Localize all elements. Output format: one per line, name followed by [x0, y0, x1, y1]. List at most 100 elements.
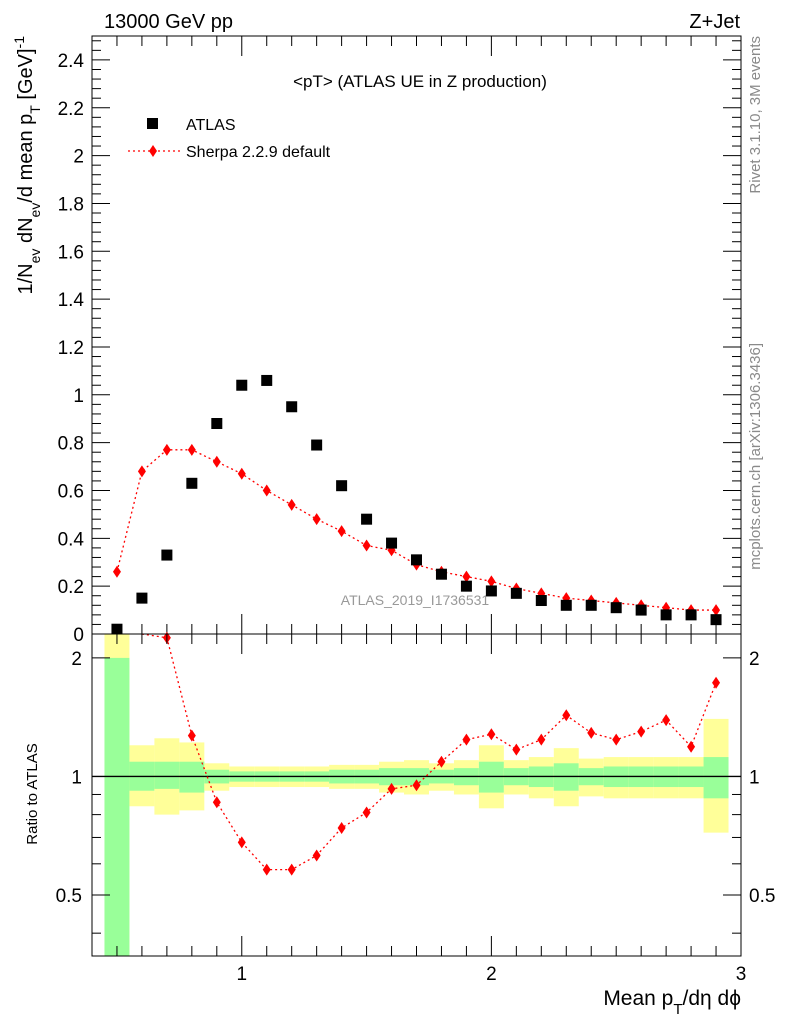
ratio-sherpa-point: [462, 733, 471, 746]
xtick-label: 2: [486, 964, 497, 985]
rivet-label: Rivet 3.1.10, 3M events: [747, 36, 764, 194]
ratio-sherpa-point: [437, 755, 446, 768]
ratio-sherpa-point: [612, 733, 621, 746]
mcplots-label: mcplots.cern.ch [arXiv:1306.3436]: [747, 343, 764, 570]
atlas-point: [386, 537, 398, 549]
ratio-sherpa-point: [562, 709, 571, 722]
main-ytick-label: 0.8: [58, 434, 84, 455]
ratio-panel: 0.5 0.5 1 1 2 2 1 2 3 Ratio to ATLAS Mean pT/dη …: [24, 631, 775, 1018]
ratio-ytick-label-right: 2: [749, 649, 760, 670]
ratio-sherpa-point: [337, 821, 346, 834]
ratio-sherpa-point: [287, 863, 296, 876]
atlas-point: [336, 480, 348, 492]
x-axis-title: Mean pT/dη dϕ: [603, 987, 741, 1018]
ratio-band-inner: [104, 657, 130, 956]
atlas-point: [236, 379, 248, 391]
main-ytick-label: 1.4: [58, 290, 85, 311]
atlas-point: [435, 568, 447, 580]
sherpa-point: [312, 513, 321, 526]
atlas-point: [510, 587, 522, 599]
atlas-point: [585, 599, 597, 611]
atlas-point: [485, 585, 497, 597]
ratio-sherpa-point: [362, 806, 371, 819]
sherpa-point: [462, 570, 471, 583]
ratio-ytick-label: 1: [71, 767, 82, 788]
atlas-point: [635, 604, 647, 616]
sherpa-point: [487, 575, 496, 588]
analysis-watermark: ATLAS_2019_I1736531: [341, 592, 490, 608]
main-ytick-label: 0: [73, 625, 84, 646]
ratio-sherpa-point: [312, 849, 321, 862]
main-ytick-label: 2: [73, 147, 84, 168]
legend-sherpa-marker: [149, 145, 157, 157]
sherpa-point: [137, 465, 146, 478]
atlas-point: [535, 595, 547, 607]
ratio-sherpa-point: [187, 729, 196, 742]
main-ytick-label: 0.6: [58, 481, 84, 502]
process-label: Z+Jet: [689, 11, 740, 33]
ratio-sherpa-point: [237, 836, 246, 849]
sherpa-point: [112, 565, 121, 578]
atlas-point: [560, 599, 572, 611]
main-ytick-label: 1.8: [58, 194, 84, 215]
main-ytick-label: 1.6: [58, 242, 84, 263]
ratio-sherpa-point: [662, 714, 671, 727]
atlas-point: [660, 609, 672, 621]
atlas-point: [186, 477, 198, 489]
main-ytick-label: 1: [73, 386, 84, 407]
ratio-band-inner: [154, 761, 180, 789]
sherpa-point: [237, 467, 246, 480]
ratio-ytick-label: 2: [71, 649, 82, 670]
ratio-y-axis-title: Ratio to ATLAS: [24, 743, 41, 844]
sherpa-point: [337, 525, 346, 538]
ratio-sherpa-point: [412, 779, 421, 792]
atlas-point: [136, 592, 148, 604]
sherpa-point: [162, 443, 171, 456]
sherpa-line: [116, 449, 717, 611]
ratio-sherpa-point: [212, 796, 221, 809]
ratio-sherpa-point: [587, 726, 596, 739]
ratio-sherpa-point: [262, 863, 271, 876]
ratio-band-inner: [703, 757, 729, 799]
atlas-point: [286, 401, 298, 413]
ratio-sherpa-point: [537, 733, 546, 746]
atlas-point: [710, 614, 722, 626]
sherpa-point: [187, 443, 196, 456]
ratio-sherpa-point: [712, 676, 721, 689]
atlas-point: [361, 513, 373, 525]
legend-sherpa-label: Sherpa 2.2.9 default: [186, 144, 331, 161]
main-ytick-label: 1.2: [58, 338, 84, 359]
main-ytick-label: 2.2: [58, 99, 84, 120]
atlas-point: [261, 374, 273, 386]
chart-title: <pT> (ATLAS UE in Z production): [293, 72, 547, 91]
atlas-point: [411, 554, 422, 566]
main-ytick-label: 2.4: [58, 51, 85, 72]
atlas-point: [460, 580, 472, 592]
ratio-ytick-label-right: 1: [749, 767, 760, 788]
ratio-ytick-label-right: 0.5: [749, 886, 775, 907]
atlas-point: [610, 602, 622, 614]
ratio-band-inner: [478, 761, 504, 793]
ratio-sherpa-point: [487, 728, 496, 741]
ratio-sherpa-point: [637, 725, 646, 738]
legend: ATLAS Sherpa 2.2.9 default: [128, 117, 331, 161]
sherpa-point: [712, 604, 721, 617]
y-axis-title: 1/Nev dNev/d mean pT [GeV]-1: [11, 36, 43, 295]
ratio-ytick-label: 0.5: [56, 886, 82, 907]
main-panel: ATLAS_2019_I1736531 0 0.2 0.4 0.6 0.8 1 1.2 1.4…: [11, 35, 742, 646]
sherpa-point: [262, 484, 271, 497]
main-ytick-label: 0.2: [58, 577, 84, 598]
xtick-label: 3: [736, 964, 747, 985]
atlas-point: [211, 418, 223, 430]
atlas-point: [161, 549, 173, 561]
atlas-point: [311, 439, 323, 451]
main-ytick-label: 0.4: [58, 529, 85, 550]
atlas-point: [685, 609, 697, 621]
legend-atlas-label: ATLAS: [186, 117, 236, 134]
legend-atlas-marker: [147, 118, 158, 129]
sherpa-point: [362, 539, 371, 552]
ratio-sherpa-point: [387, 782, 396, 795]
ratio-sherpa-point: [687, 740, 696, 753]
energy-label: 13000 GeV pp: [104, 11, 233, 33]
